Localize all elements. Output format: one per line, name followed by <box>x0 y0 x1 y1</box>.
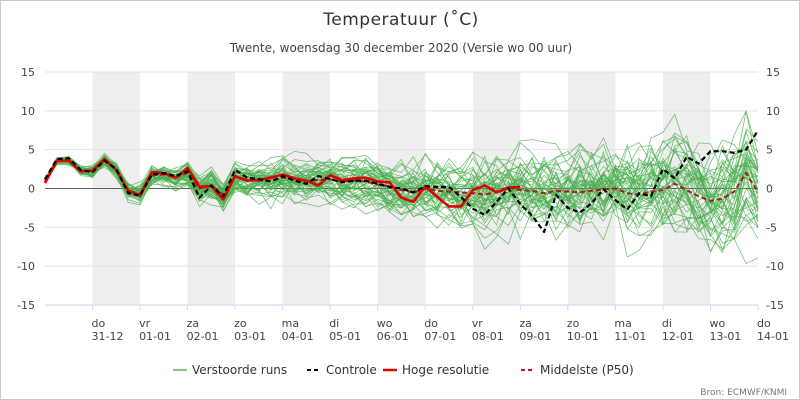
x-tick-date: 08-01 <box>472 330 504 343</box>
x-tick-date: 11-01 <box>614 330 646 343</box>
x-tick-day: ma <box>614 317 631 330</box>
x-tick-day: di <box>662 317 672 330</box>
y-tick-label-left: 0 <box>28 183 35 196</box>
control-line[interactable] <box>44 129 759 234</box>
x-tick-day: di <box>329 317 339 330</box>
y-tick-label-right: 5 <box>766 144 773 157</box>
x-tick-day: wo <box>377 317 393 330</box>
y-tick-label-left: 15 <box>21 66 35 79</box>
ensemble-run-line <box>44 134 759 210</box>
ensemble-run-line <box>44 139 759 226</box>
x-tick-day: do <box>92 317 106 330</box>
legend-label-ensemble[interactable]: Verstoorde runs <box>192 363 287 377</box>
x-tick-day: vr <box>472 317 484 330</box>
y-tick-label-right: -5 <box>766 221 777 234</box>
x-tick-day: do <box>424 317 438 330</box>
ensemble-run-line <box>44 155 759 219</box>
y-tick-label-right: -10 <box>766 260 784 273</box>
x-tick-date: 13-01 <box>709 330 741 343</box>
x-tick-date: 05-01 <box>329 330 361 343</box>
x-tick-date: 06-01 <box>377 330 409 343</box>
x-tick-day: zo <box>567 317 580 330</box>
ensemble-run-line <box>44 157 759 220</box>
legend-label-high-res[interactable]: Hoge resolutie <box>402 363 489 377</box>
x-tick-date: 14-01 <box>757 330 789 343</box>
main-series <box>43 129 759 234</box>
legend-label-median[interactable]: Middelste (P50) <box>540 363 634 377</box>
y-tick-label-left: -10 <box>17 260 35 273</box>
ensemble-run-line <box>44 160 759 250</box>
ensemble-run-line <box>44 141 759 229</box>
x-tick-day: do <box>757 317 771 330</box>
credit-text[interactable]: Bron: ECMWF/KNMI <box>700 388 787 398</box>
x-tick-day: zo <box>234 317 247 330</box>
chart-title: Temperatuur (˚C) <box>322 9 478 30</box>
y-tick-label-left: 5 <box>28 144 35 157</box>
y-tick-label-left: 10 <box>21 105 35 118</box>
x-tick-date: 07-01 <box>424 330 456 343</box>
ensemble-run-line <box>44 151 759 233</box>
x-tick-date: 01-01 <box>139 330 171 343</box>
y-tick-label-right: 15 <box>766 66 780 79</box>
x-tick-date: 04-01 <box>282 330 314 343</box>
x-tick-day: za <box>519 317 532 330</box>
ensemble-run-line <box>44 113 759 207</box>
y-tick-label-left: -15 <box>17 299 35 312</box>
x-tick-day: ma <box>282 317 299 330</box>
chart-subtitle: Twente, woensdag 30 december 2020 (Versi… <box>229 41 572 55</box>
x-tick-date: 02-01 <box>187 330 219 343</box>
y-tick-label-right: -15 <box>766 299 784 312</box>
x-tick-day: za <box>187 317 200 330</box>
legend-label-control[interactable]: Controle <box>326 363 377 377</box>
x-tick-date: 31-12 <box>92 330 124 343</box>
x-tick-date: 12-01 <box>662 330 694 343</box>
x-tick-day: wo <box>709 317 725 330</box>
y-tick-label-right: 0 <box>766 183 773 196</box>
x-tick-date: 09-01 <box>519 330 551 343</box>
x-tick-date: 03-01 <box>234 330 266 343</box>
x-tick-date: 10-01 <box>567 330 599 343</box>
legend: Verstoorde runs Controle Hoge resolutie … <box>173 363 634 377</box>
x-tick-day: vr <box>139 317 151 330</box>
y-tick-label-left: -5 <box>24 221 35 234</box>
y-tick-label-right: 10 <box>766 105 780 118</box>
